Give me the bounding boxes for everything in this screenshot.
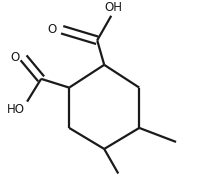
- Text: HO: HO: [7, 103, 25, 116]
- Text: OH: OH: [104, 1, 122, 14]
- Text: O: O: [11, 51, 20, 64]
- Text: O: O: [48, 23, 57, 36]
